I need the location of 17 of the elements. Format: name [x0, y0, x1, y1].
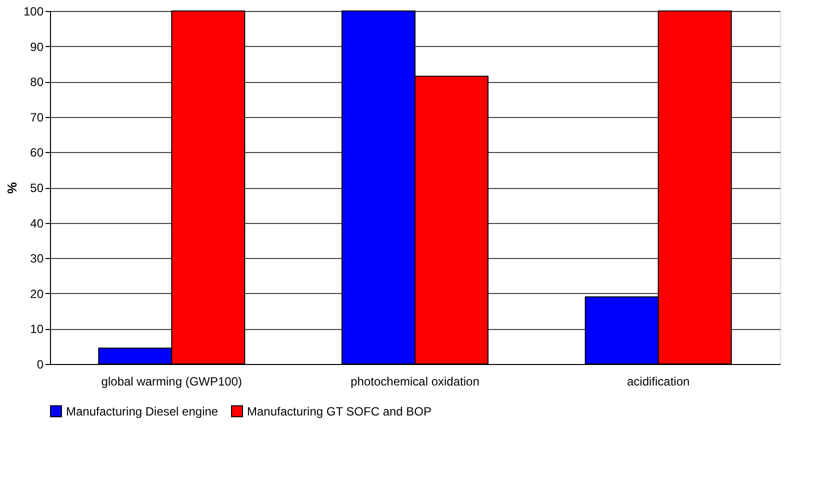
y-axis-title: % [4, 182, 20, 194]
y-tick-label: 30 [30, 252, 44, 266]
y-tick-label: 80 [30, 75, 44, 90]
legend-label: Manufacturing GT SOFC and BOP [247, 404, 432, 418]
x-tick-label: global warming (GWP100) [101, 374, 242, 388]
legend-label: Manufacturing Diesel engine [66, 404, 218, 418]
x-tick-label: acidification [626, 374, 690, 388]
y-tick-label: 10 [30, 322, 44, 336]
y-tick-label: 60 [30, 146, 44, 160]
y-tick-label: 70 [30, 110, 44, 124]
y-tick-label: 20 [30, 286, 44, 301]
y-tick-label: 0 [36, 358, 44, 372]
y-tick-label: 50 [30, 181, 44, 195]
y-tick-label: 90 [30, 40, 44, 54]
y-tick-label: 100 [23, 4, 44, 18]
y-tick-label: 40 [30, 216, 44, 230]
x-tick-label: photochemical oxidation [350, 374, 480, 388]
